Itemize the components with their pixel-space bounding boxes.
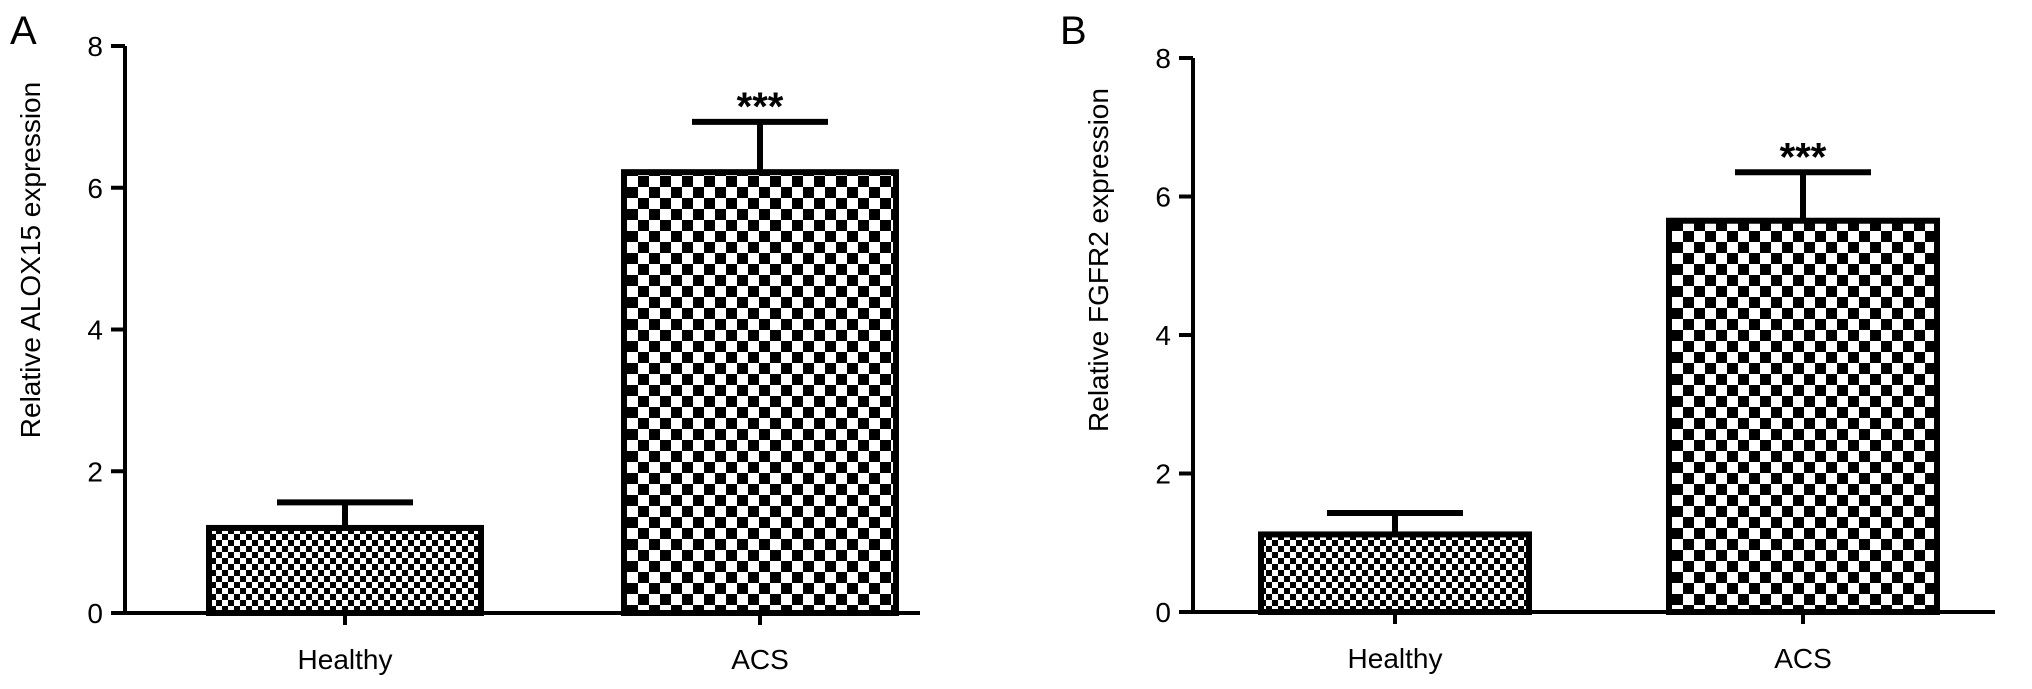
y-tick-label: 0 — [87, 598, 103, 629]
x-category-label-acs: ACS — [1774, 643, 1832, 674]
x-category-label-healthy: Healthy — [1348, 643, 1443, 674]
x-category-label-healthy: Healthy — [298, 644, 393, 675]
panel-label-a: A — [10, 9, 37, 53]
panel-b: B Relative FGFR2 expression 0 2 4 6 8 He… — [1060, 9, 1995, 674]
panel-a: A Relative ALOX15 expression 0 2 4 6 8 H… — [10, 9, 920, 675]
significance-label: *** — [1780, 135, 1827, 179]
x-category-label-acs: ACS — [731, 644, 789, 675]
y-tick-label: 4 — [87, 315, 103, 346]
bar-acs — [1666, 217, 1940, 616]
y-tick-label: 2 — [1155, 459, 1171, 490]
y-tick-label: 6 — [87, 173, 103, 204]
bar-healthy — [1258, 531, 1532, 615]
y-tick-label: 8 — [87, 31, 103, 62]
y-tick-label: 4 — [1155, 320, 1171, 351]
y-tick-label: 2 — [87, 456, 103, 487]
y-axis-title-b: Relative FGFR2 expression — [1083, 88, 1114, 432]
panel-label-b: B — [1060, 9, 1087, 53]
y-tick-label: 6 — [1155, 182, 1171, 213]
y-axis-title-a: Relative ALOX15 expression — [15, 82, 46, 438]
bar-healthy — [206, 524, 484, 617]
bar-acs — [621, 169, 899, 616]
y-tick-label: 0 — [1155, 597, 1171, 628]
y-tick-label: 8 — [1155, 43, 1171, 74]
significance-label: *** — [737, 85, 784, 129]
